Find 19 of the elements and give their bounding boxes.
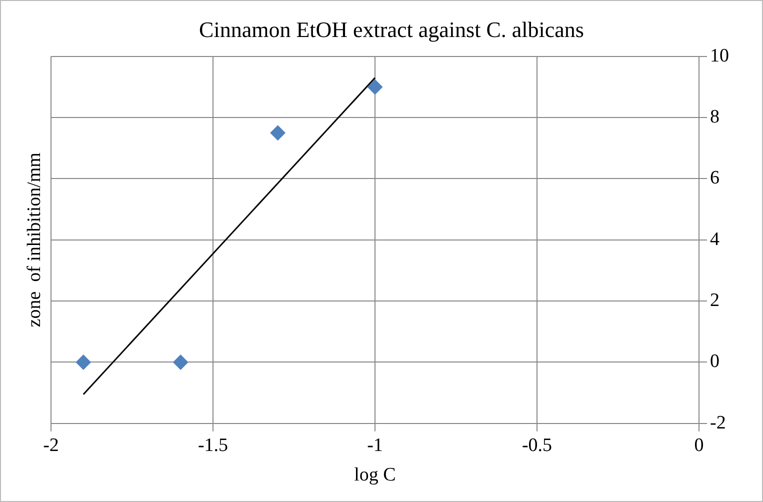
y-tick-label: 8 [710, 106, 720, 128]
y-tick-label: 0 [710, 351, 720, 372]
point [173, 354, 188, 370]
y-tick-label: 4 [710, 228, 720, 250]
x-tick-label: -2 [43, 434, 59, 456]
point [76, 354, 91, 370]
y-tick-label: 2 [710, 290, 720, 312]
y-tick-label: -2 [710, 412, 726, 434]
x-tick-label: 0 [694, 434, 704, 456]
point [368, 79, 382, 94]
x-tick-label: -1.5 [198, 434, 228, 456]
x-tick-label: -1 [367, 434, 383, 456]
chart-title: Cinnamon EtOH extract against C. albicans [199, 16, 584, 42]
y-tick-label: 6 [710, 168, 720, 189]
y-tick-label: 10 [710, 45, 729, 66]
x-axis-title: log C [354, 464, 396, 486]
point [270, 125, 286, 140]
y-axis-title: zone of inhibition/mm [24, 152, 45, 328]
x-tick-label: -0.5 [522, 434, 552, 456]
